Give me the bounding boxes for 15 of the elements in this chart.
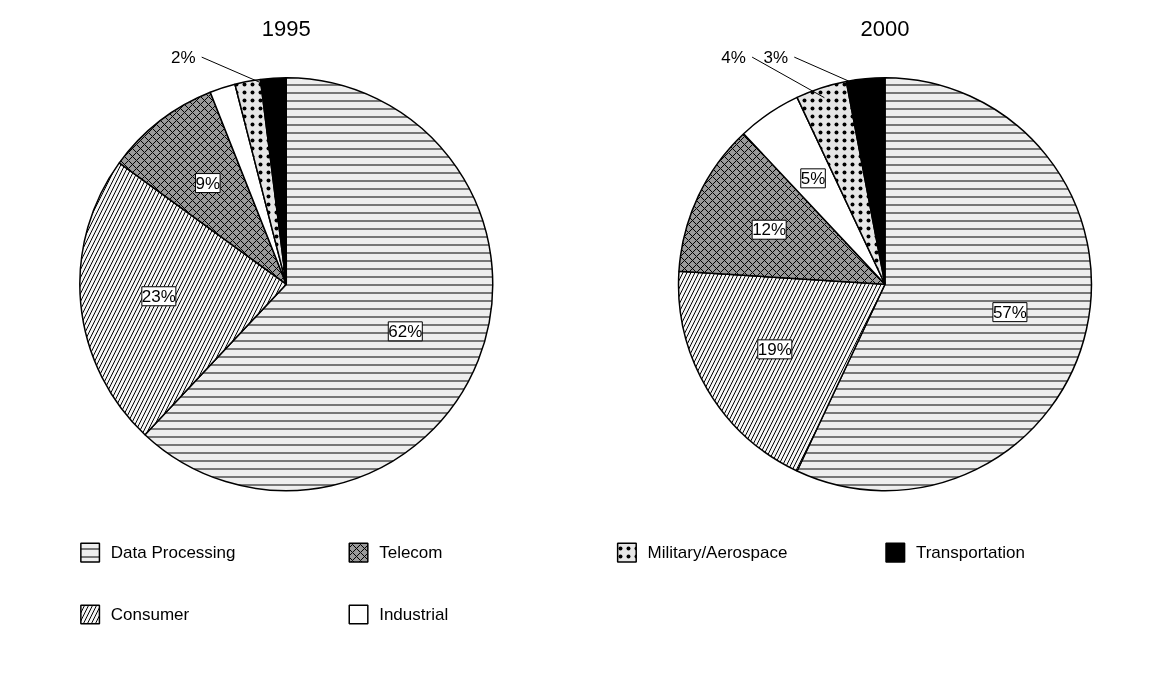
legend-label: Consumer xyxy=(110,605,190,625)
legend-label: Data Processing xyxy=(110,543,236,563)
data-label: 62% xyxy=(388,321,423,341)
data-label: 12% xyxy=(752,220,787,240)
legend-label: Transportation xyxy=(915,543,1025,563)
legend-label: Telecom xyxy=(379,543,443,563)
data-label: 2% xyxy=(170,47,196,67)
data-label: 9% xyxy=(195,173,221,193)
data-label: 4% xyxy=(721,47,746,67)
slice-label: 2000 xyxy=(860,15,910,41)
legend-label: Military/Aerospace xyxy=(647,543,788,563)
data-label: 5% xyxy=(800,168,826,188)
legend-label: Industrial xyxy=(379,605,449,625)
slice-label: 1995 xyxy=(261,15,311,41)
data-label: 3% xyxy=(763,47,789,67)
